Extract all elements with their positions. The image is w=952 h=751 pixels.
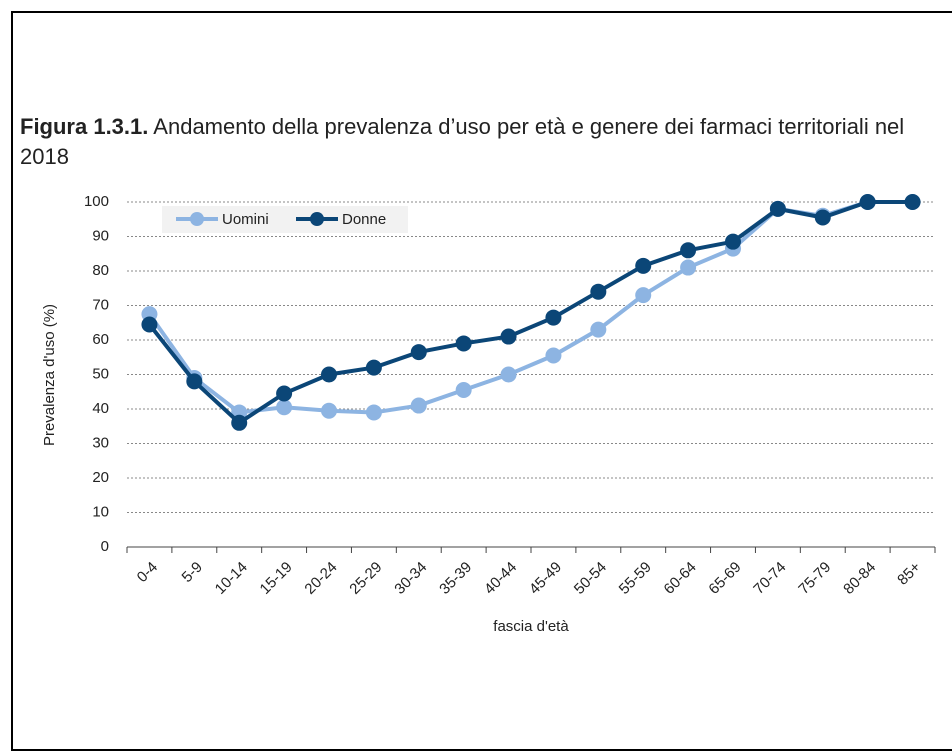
point — [276, 385, 293, 402]
point — [769, 200, 786, 217]
page: Figura 1.3.1. Andamento della prevalenza… — [11, 11, 952, 751]
x-tick-label: 35-39 — [436, 559, 475, 598]
point — [545, 309, 562, 326]
point — [321, 366, 337, 383]
x-tick-label: 0-4 — [134, 559, 161, 586]
y-tick-label: 70 — [92, 296, 109, 313]
y-tick-label: 100 — [84, 193, 109, 210]
point — [410, 397, 427, 414]
y-axis-label: Prevalenza d'uso (%) — [41, 304, 58, 446]
point — [455, 335, 472, 352]
point — [545, 347, 562, 364]
series-line — [147, 200, 913, 426]
point — [410, 344, 427, 361]
x-tick-label: 5-9 — [179, 559, 206, 586]
x-tick-label: 40-44 — [481, 559, 520, 598]
point — [590, 321, 607, 338]
legend-label: Uomini — [222, 211, 269, 228]
x-tick-label: 55-59 — [616, 559, 655, 598]
x-tick-label: 75-79 — [795, 559, 834, 598]
point — [680, 242, 697, 259]
x-tick-label: 10-14 — [212, 559, 251, 598]
point — [231, 414, 248, 431]
y-tick-label: 50 — [92, 365, 109, 382]
point — [365, 359, 382, 376]
x-tick-label: 70-74 — [750, 559, 789, 598]
x-tick-label: 45-49 — [526, 559, 565, 598]
x-tick-label: 80-84 — [840, 559, 879, 598]
x-tick-label: 30-34 — [391, 559, 430, 598]
chart: Prevalenza d'uso (%) fascia d'età 0 10 20 3… — [41, 193, 936, 635]
point — [814, 209, 831, 226]
x-tick-label: 25-29 — [346, 559, 385, 598]
point — [276, 399, 293, 416]
x-tick-label: 85+ — [894, 558, 924, 588]
legend-label: Donne — [342, 211, 386, 228]
point — [321, 402, 337, 419]
y-tick-label: 90 — [92, 227, 109, 244]
point — [635, 287, 652, 304]
y-tick-label: 30 — [92, 434, 109, 451]
point — [725, 233, 741, 250]
series-line — [147, 200, 913, 415]
point — [500, 328, 517, 345]
legend-marker — [190, 212, 204, 226]
chart-title: Figura 1.3.1. Andamento della prevalenza… — [20, 112, 952, 172]
point — [141, 316, 158, 333]
point — [590, 283, 607, 300]
point — [500, 366, 517, 383]
y-tick-label: 60 — [92, 331, 109, 348]
point — [904, 194, 921, 210]
y-tick-label: 80 — [92, 262, 109, 279]
y-tick-label: 20 — [92, 469, 109, 486]
x-tick-label: 50-54 — [571, 559, 610, 598]
point — [859, 194, 876, 210]
y-tick-label: 10 — [92, 503, 109, 520]
x-tick-label: 60-64 — [661, 559, 700, 598]
point — [186, 373, 203, 390]
x-axis-label: fascia d'età — [493, 618, 569, 635]
point — [680, 259, 697, 276]
x-tick-label: 65-69 — [705, 559, 744, 598]
y-tick-label: 0 — [101, 538, 109, 555]
title-text: Andamento della prevalenza d’uso per età… — [20, 114, 905, 169]
y-tick-label: 40 — [92, 400, 109, 417]
point — [365, 404, 382, 421]
legend-marker — [310, 212, 324, 226]
x-tick-label: 15-19 — [257, 559, 296, 598]
point — [635, 257, 652, 274]
x-tick-label: 20-24 — [301, 559, 340, 598]
title-label: Figura 1.3.1. — [20, 114, 149, 139]
point — [455, 382, 472, 399]
